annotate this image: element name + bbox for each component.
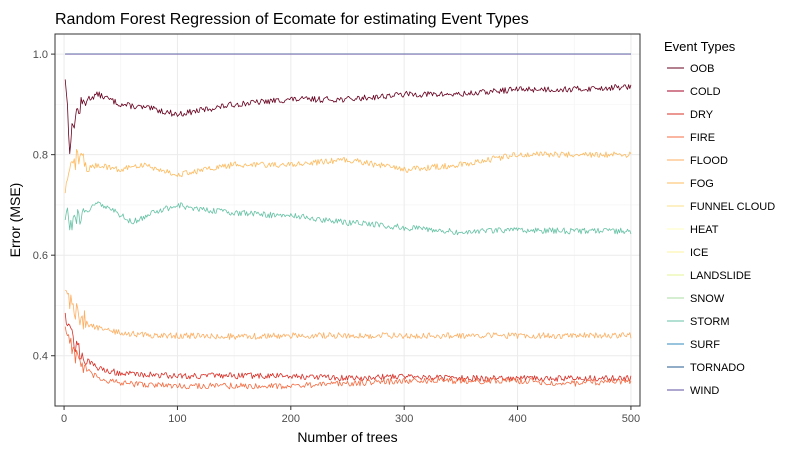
plot-panel-border	[54, 33, 641, 407]
series-line-storm	[64, 201, 632, 236]
x-tick-label: 300	[395, 413, 413, 425]
legend-label: SURF	[690, 339, 720, 351]
legend-label: ICE	[690, 247, 708, 259]
chart-title: Random Forest Regression of Ecomate for …	[55, 11, 529, 28]
x-axis-title: Number of trees	[297, 429, 397, 445]
series-line-flood	[64, 289, 632, 340]
y-tick-label: 0.4	[33, 351, 48, 363]
legend: Event Types OOB COLD DRY FIRE FLOOD FOG FUNNEL…	[664, 39, 775, 397]
legend-label: HEAT	[690, 224, 719, 236]
y-tick-label: 1.0	[33, 49, 48, 61]
legend-label: OOB	[690, 63, 714, 75]
series-line-dry	[64, 312, 632, 382]
series-lines	[64, 53, 632, 390]
legend-label: STORM	[690, 316, 730, 328]
series-line-fog	[64, 148, 632, 194]
x-tick-label: 500	[622, 413, 640, 425]
axes: 0 100 200 300 400 500 0.4 0.6 0.8 1.0	[33, 49, 640, 425]
legend-label: LANDSLIDE	[690, 270, 751, 282]
legend-title: Event Types	[664, 39, 736, 54]
y-axis-title: Error (MSE)	[7, 183, 23, 258]
x-tick-label: 100	[168, 413, 186, 425]
x-tick-label: 0	[61, 413, 67, 425]
legend-label: FUNNEL CLOUD	[690, 201, 775, 213]
legend-label: COLD	[690, 86, 721, 98]
y-tick-label: 0.6	[33, 250, 48, 262]
series-line-oob	[64, 79, 632, 155]
series-line-fire	[64, 326, 632, 390]
legend-label: TORNADO	[690, 362, 745, 374]
legend-label: FIRE	[690, 132, 715, 144]
legend-label: DRY	[690, 109, 714, 121]
legend-label: WIND	[690, 385, 719, 397]
legend-label: FLOOD	[690, 155, 728, 167]
x-tick-label: 200	[282, 413, 300, 425]
legend-label: FOG	[690, 178, 714, 190]
legend-label: SNOW	[690, 293, 725, 305]
y-tick-label: 0.8	[33, 150, 48, 162]
x-tick-label: 400	[508, 413, 526, 425]
